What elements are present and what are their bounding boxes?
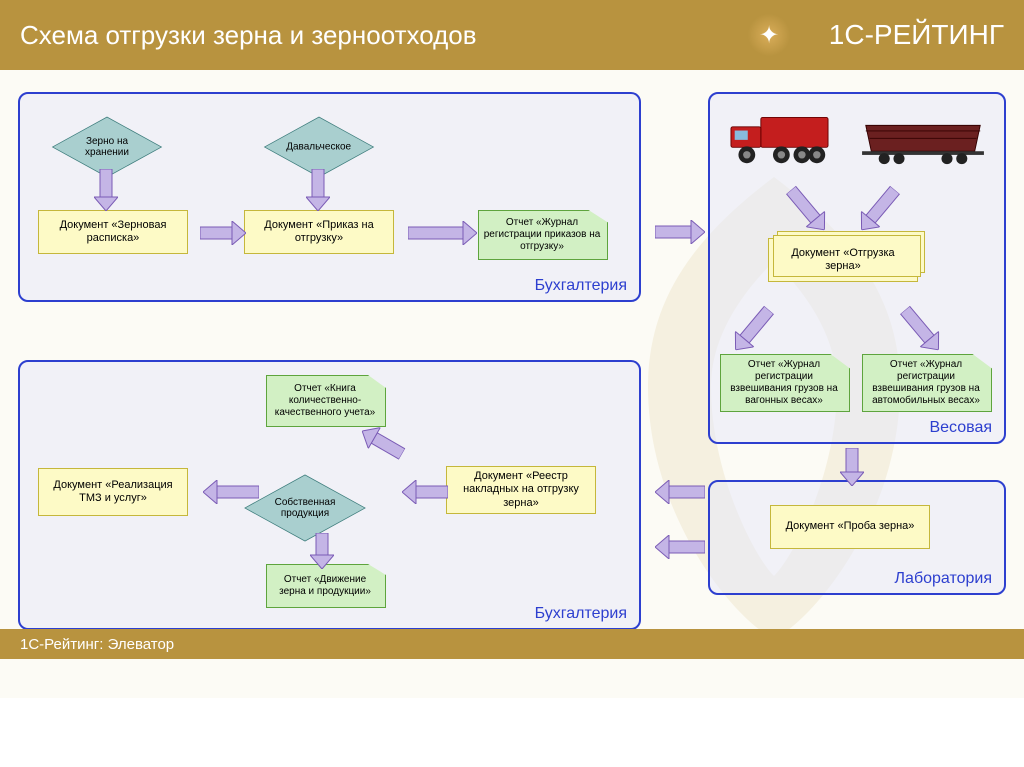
- arrow-a2: [306, 169, 330, 211]
- brand-label: 1С-РЕЙТИНГ: [829, 19, 1004, 51]
- doc-grain-receipt: Документ «Зерновая расписка»: [38, 210, 188, 254]
- panel-label: Бухгалтерия: [535, 277, 627, 295]
- report-auto-log: Отчет «Журнал регистрации взвешивания гр…: [862, 354, 992, 412]
- report-wagon-log: Отчет «Журнал регистрации взвешивания гр…: [720, 354, 850, 412]
- truck-icon: [722, 110, 837, 166]
- arrow-a3: [200, 221, 246, 245]
- diagram-canvas: Бухгалтерия Бухгалтерия Весовая Лаборато…: [0, 70, 1024, 698]
- footer: 1С-Рейтинг: Элеватор: [0, 629, 1024, 659]
- arrow-a15: [203, 480, 259, 504]
- doc-ship-grain: Документ «Отгрузка зерна»: [768, 238, 918, 282]
- page-title: Схема отгрузки зерна и зерноотходов: [20, 21, 477, 50]
- report-qty-book: Отчет «Книга количественно-качественного…: [266, 375, 386, 427]
- arrow-a1: [94, 169, 118, 211]
- panel-label: Бухгалтерия: [535, 605, 627, 623]
- wagon-icon: [858, 118, 988, 166]
- report-orders-log: Отчет «Журнал регистрации приказов на от…: [478, 210, 608, 260]
- panel-label: Лаборатория: [895, 570, 992, 588]
- header: Схема отгрузки зерна и зерноотходов ✦ 1С…: [0, 0, 1024, 70]
- arrow-a11: [655, 480, 705, 504]
- doc-grain-sample: Документ «Проба зерна»: [770, 505, 930, 549]
- report-movement: Отчет «Движение зерна и продукции»: [266, 564, 386, 608]
- arrow-a5: [655, 220, 705, 244]
- arrow-a14: [310, 533, 334, 569]
- logo-icon: ✦: [744, 10, 794, 60]
- arrow-a10: [840, 448, 864, 486]
- arrow-a4: [408, 221, 477, 245]
- doc-ship-order: Документ «Приказ на отгрузку»: [244, 210, 394, 254]
- doc-realization: Документ «Реализация ТМЗ и услуг»: [38, 468, 188, 516]
- arrow-a13: [402, 480, 448, 504]
- arrow-a16: [655, 535, 705, 559]
- footer-text: 1С-Рейтинг: Элеватор: [20, 636, 174, 653]
- panel-label: Весовая: [929, 419, 992, 437]
- doc-registry: Документ «Реестр накладных на отгрузку з…: [446, 466, 596, 514]
